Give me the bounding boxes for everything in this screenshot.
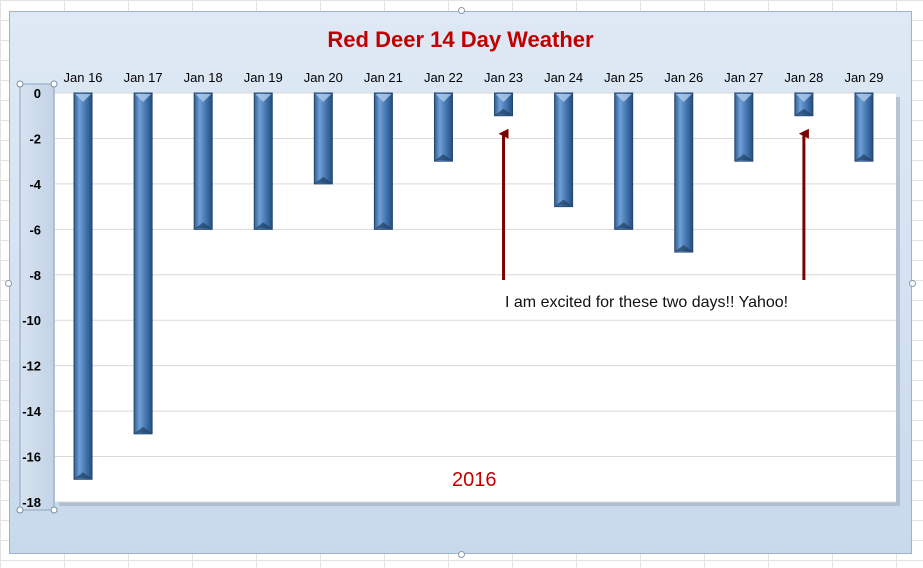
y-axis-handle-top-right[interactable]	[50, 80, 58, 88]
bar-top-bevel	[615, 94, 632, 102]
x-tick-label: Jan 19	[244, 70, 283, 85]
y-tick-label: -4	[29, 177, 41, 192]
x-tick-label: Jan 18	[184, 70, 223, 85]
x-tick-label: Jan 20	[304, 70, 343, 85]
bar-top-bevel	[495, 94, 512, 102]
bar-bottom-bevel	[675, 245, 692, 252]
bar[interactable]	[433, 92, 453, 162]
bar[interactable]	[253, 92, 273, 230]
x-tick-label: Jan 28	[784, 70, 823, 85]
resize-handle-right[interactable]	[909, 280, 916, 287]
x-tick-label: Jan 25	[604, 70, 643, 85]
x-tick-label: Jan 16	[64, 70, 103, 85]
bar-bottom-bevel	[435, 154, 452, 161]
resize-handle-bottom[interactable]	[458, 551, 465, 558]
year-label[interactable]: 2016	[452, 469, 497, 491]
bar-top-bevel	[255, 94, 272, 102]
bar[interactable]	[193, 92, 213, 230]
bar-bottom-bevel	[75, 472, 92, 479]
bar-bottom-bevel	[255, 222, 272, 229]
y-axis-handle-bottom-left[interactable]	[16, 506, 24, 514]
y-axis-ticks[interactable]: 0 -2 -4 -6 -8 -10 -12 -14 -16 -18	[22, 86, 42, 510]
x-tick-label: Jan 27	[724, 70, 763, 85]
bar-bottom-bevel	[735, 154, 752, 161]
bar[interactable]	[554, 92, 574, 208]
x-tick-label: Jan 22	[424, 70, 463, 85]
bar-top-bevel	[555, 94, 572, 102]
x-tick-label: Jan 21	[364, 70, 403, 85]
resize-handle-left[interactable]	[5, 280, 12, 287]
bar-top-bevel	[135, 94, 152, 102]
x-tick-label: Jan 23	[484, 70, 523, 85]
bar-top-bevel	[195, 94, 212, 102]
bar-bottom-bevel	[795, 108, 812, 115]
y-axis-panel[interactable]	[19, 83, 55, 511]
x-tick-label: Jan 17	[124, 70, 163, 85]
bars[interactable]	[73, 92, 874, 480]
bar[interactable]	[614, 92, 634, 230]
bar-bottom-bevel	[495, 108, 512, 115]
bar[interactable]	[373, 92, 393, 230]
bar-bottom-bevel	[555, 199, 572, 206]
y-tick-label: -16	[22, 450, 41, 465]
bar-top-bevel	[795, 94, 812, 102]
bar-bottom-bevel	[135, 426, 152, 433]
bar[interactable]	[133, 92, 153, 435]
y-tick-label: -12	[22, 359, 41, 374]
bar[interactable]	[674, 92, 694, 253]
chart-title[interactable]: Red Deer 14 Day Weather	[327, 27, 594, 52]
bar[interactable]	[494, 92, 514, 117]
bar[interactable]	[313, 92, 333, 185]
bar[interactable]	[73, 92, 93, 480]
bar-bottom-bevel	[375, 222, 392, 229]
bar-top-bevel	[735, 94, 752, 102]
x-axis-ticks[interactable]: Jan 16 Jan 17 Jan 18 Jan 19 Jan 20 Jan 21 Jan …	[64, 70, 884, 85]
y-tick-label: -2	[29, 131, 41, 146]
bar-bottom-bevel	[615, 222, 632, 229]
y-tick-label: -6	[29, 222, 41, 237]
bar-top-bevel	[435, 94, 452, 102]
bar-top-bevel	[675, 94, 692, 102]
x-tick-label: Jan 24	[544, 70, 583, 85]
y-tick-label: -10	[22, 313, 41, 328]
y-tick-label: 0	[34, 86, 41, 101]
bar-top-bevel	[315, 94, 332, 102]
bar-top-bevel	[75, 94, 92, 102]
annotation-arrows[interactable]	[498, 128, 809, 280]
bar-bottom-bevel	[195, 222, 212, 229]
resize-handle-top[interactable]	[458, 7, 465, 14]
bar-top-bevel	[855, 94, 872, 102]
y-axis-handle-top-left[interactable]	[16, 80, 24, 88]
y-tick-label: -14	[22, 404, 42, 419]
x-tick-label: Jan 26	[664, 70, 703, 85]
bar-bottom-bevel	[315, 176, 332, 183]
x-tick-label: Jan 29	[844, 70, 883, 85]
bar[interactable]	[854, 92, 874, 162]
bar[interactable]	[734, 92, 754, 162]
annotation-text[interactable]: I am excited for these two days!! Yahoo!	[505, 294, 789, 311]
y-axis-handle-bottom-right[interactable]	[50, 506, 58, 514]
y-tick-label: -18	[22, 495, 41, 510]
bar-bottom-bevel	[855, 154, 872, 161]
y-tick-label: -8	[29, 268, 41, 283]
bar[interactable]	[794, 92, 814, 117]
bar-top-bevel	[375, 94, 392, 102]
